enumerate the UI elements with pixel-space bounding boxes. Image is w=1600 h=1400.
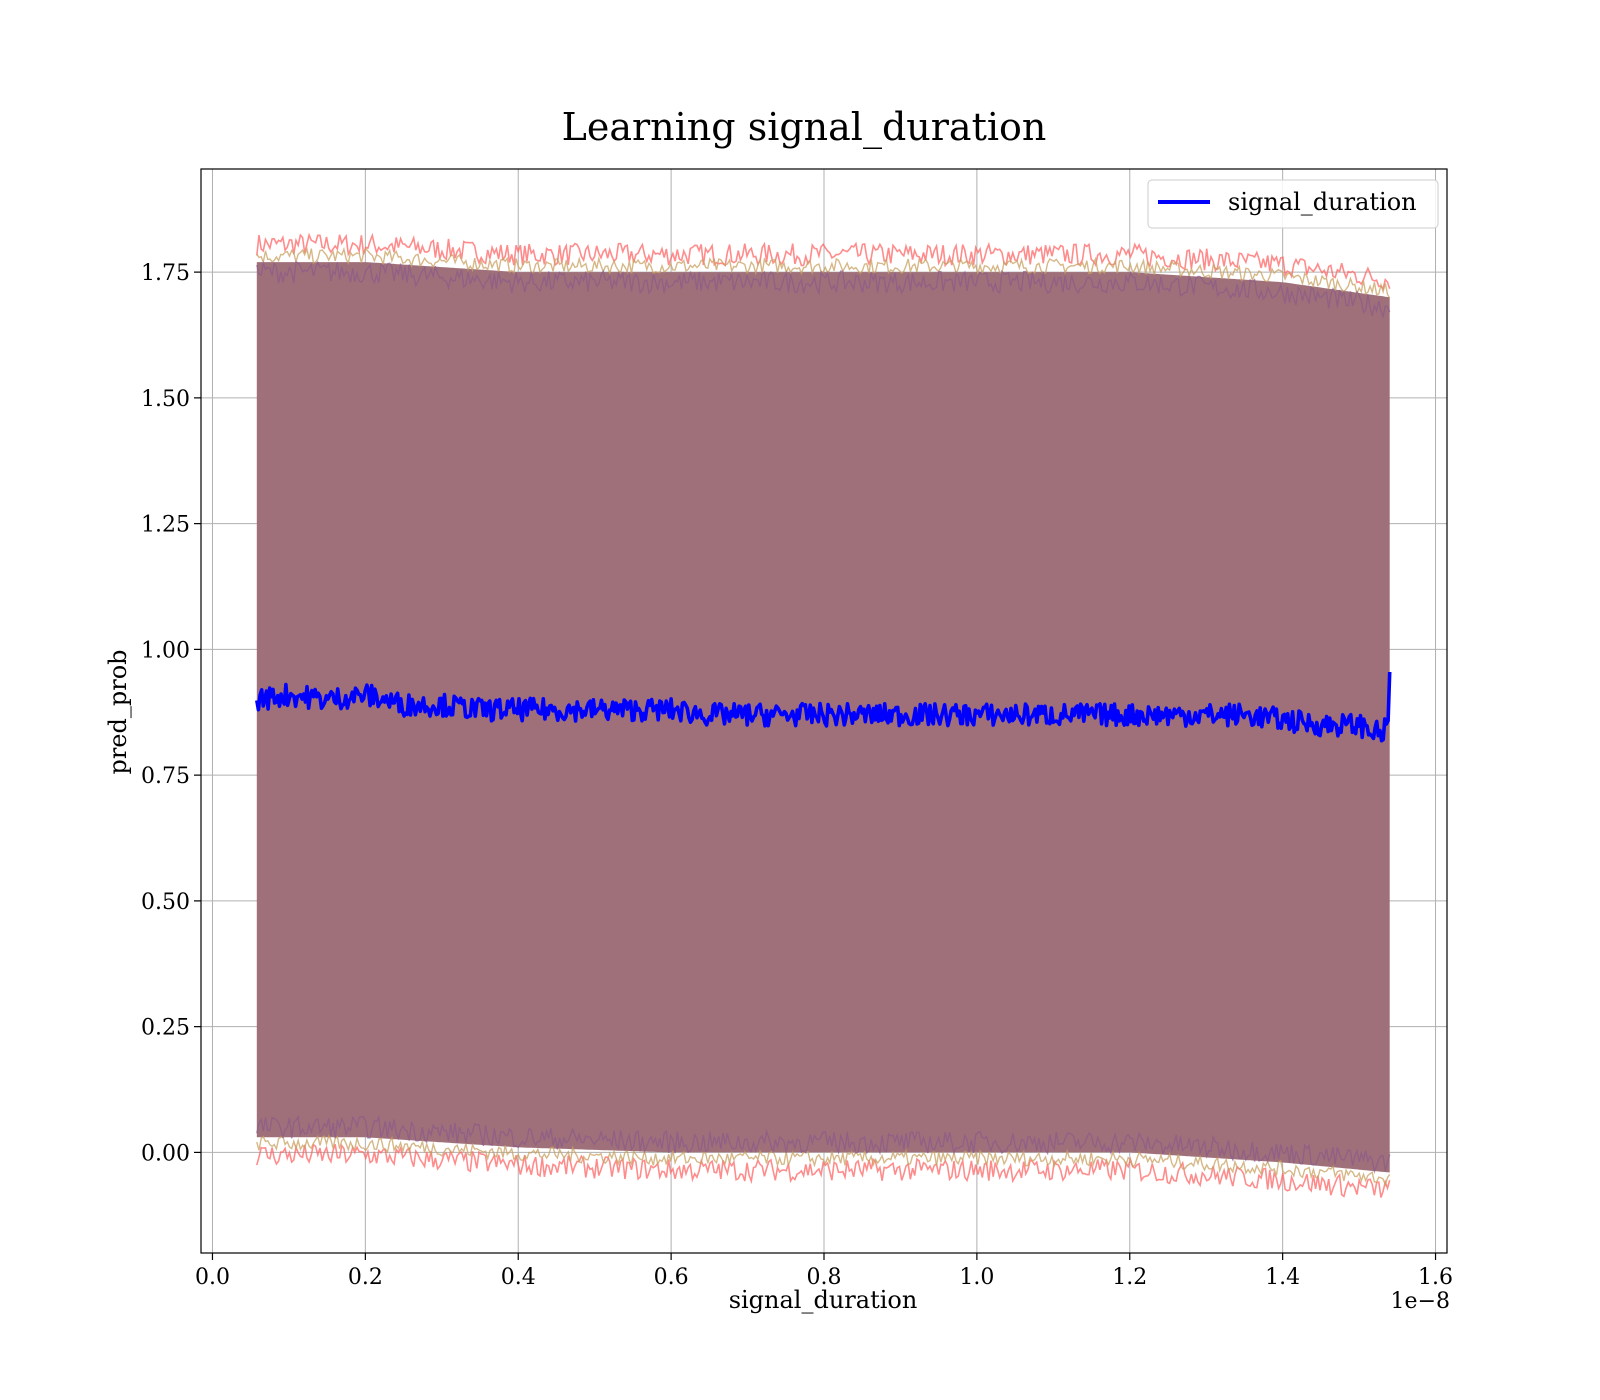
legend-entry-label: signal_duration (1228, 188, 1417, 216)
x-axis-offset-label: 1e−8 (1391, 1289, 1450, 1314)
y-tick-label: 1.75 (141, 261, 190, 286)
band-upper-edge-2 (256, 260, 1391, 319)
series-line-layer (255, 671, 1392, 743)
y-tick-label: 1.25 (141, 513, 190, 538)
band-lower-edge-0 (256, 1143, 1391, 1198)
legend: signal_duration (1147, 179, 1439, 229)
x-axis-ticks: 0.0 0.2 0.4 0.6 0.8 1.0 1.2 1.4 1.6 (195, 1253, 1453, 1290)
y-tick-label: 0.75 (141, 764, 190, 789)
x-tick-label: 1.4 (1265, 1265, 1300, 1290)
x-tick-label: 1.0 (959, 1265, 994, 1290)
band-upper-edge-1 (256, 246, 1391, 299)
legend-box (1147, 179, 1439, 229)
x-tick-label: 0.2 (348, 1265, 383, 1290)
band-lower-edge-2 (256, 1114, 1391, 1175)
band-upper-edge-0 (256, 232, 1391, 291)
plot-area (200, 168, 1448, 1254)
y-axis-label: pred_prob (104, 649, 132, 774)
y-tick-label: 1.00 (141, 638, 190, 663)
series-line-signal-duration (255, 671, 1392, 743)
x-tick-label: 1.6 (1418, 1265, 1453, 1290)
band-lower-edge-1 (256, 1134, 1391, 1188)
x-tick-label: 0.4 (501, 1265, 536, 1290)
x-tick-label: 1.2 (1112, 1265, 1147, 1290)
y-tick-label: 0.50 (141, 890, 190, 915)
y-axis-ticks: 0.00 0.25 0.50 0.75 1.00 1.25 1.50 1.75 (141, 261, 201, 1166)
y-tick-label: 0.00 (141, 1141, 190, 1166)
x-tick-label: 0.0 (195, 1265, 230, 1290)
x-axis-label: signal_duration (729, 1286, 918, 1314)
y-tick-label: 1.50 (141, 387, 190, 412)
x-tick-label: 0.8 (807, 1265, 842, 1290)
chart-title: Learning signal_duration (562, 105, 1047, 150)
y-tick-label: 0.25 (141, 1016, 190, 1041)
x-tick-label: 0.6 (654, 1265, 689, 1290)
